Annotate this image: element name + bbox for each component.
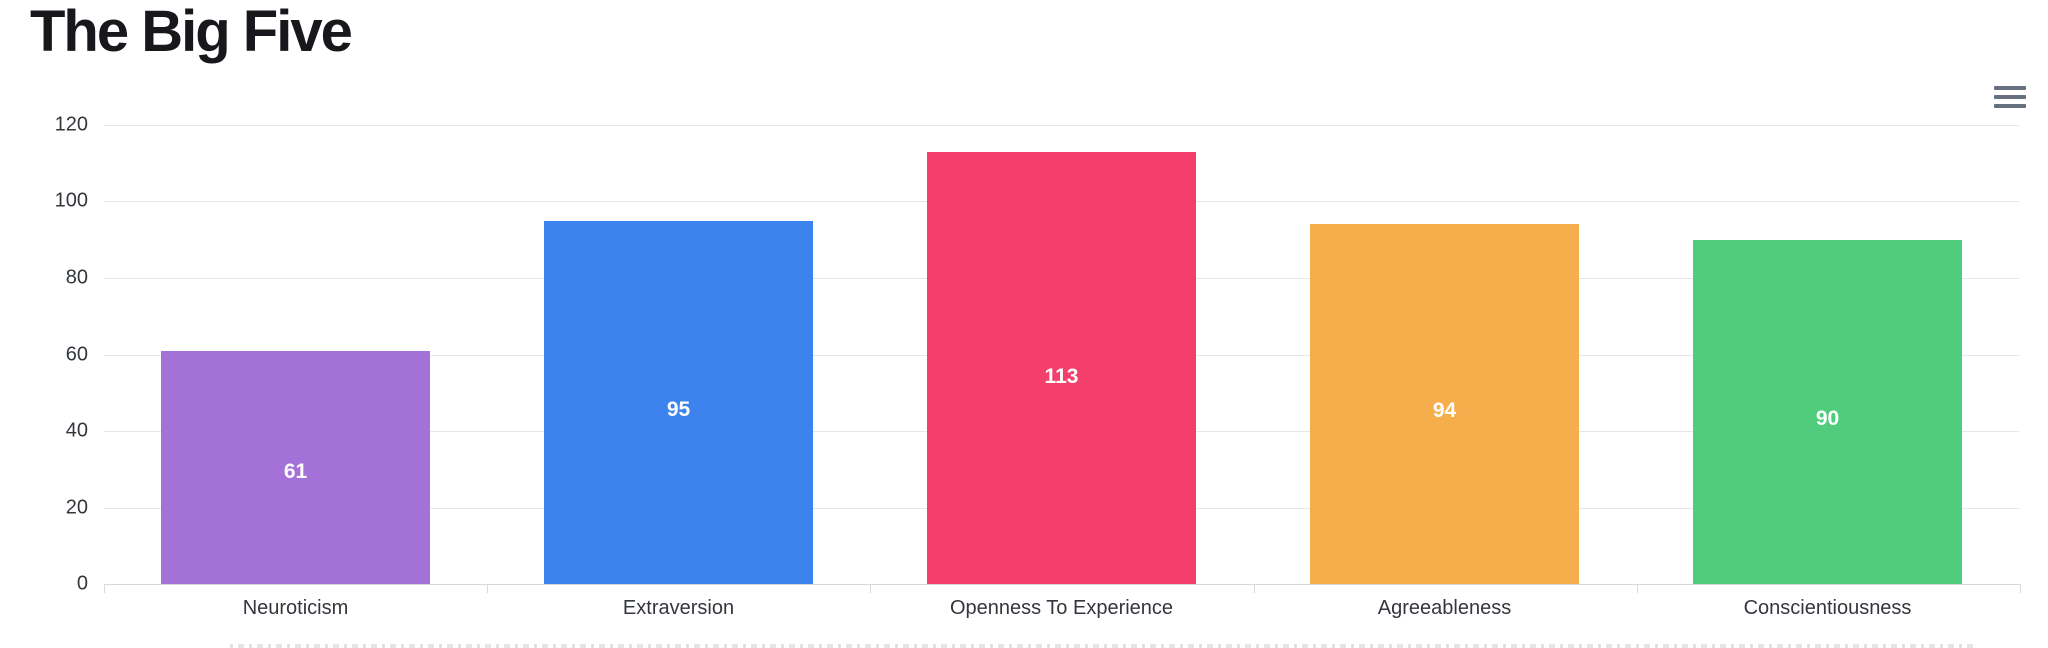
x-axis-labels: Neuroticism Extraversion Openness To Exper… [104, 597, 2019, 620]
bar-conscientiousness[interactable]: 90 [1693, 239, 1962, 584]
bar-slot: 61 [104, 125, 487, 584]
bar-value-label: 61 [283, 460, 308, 483]
x-axis-tick [487, 584, 489, 593]
y-axis: 0 20 40 60 80 100 120 [0, 114, 88, 595]
clipped-text-strip [230, 644, 1978, 648]
x-axis-tick [1253, 584, 1255, 593]
y-axis-label: 120 [54, 113, 88, 136]
x-axis-tick [104, 584, 105, 593]
x-axis-line [104, 584, 2021, 593]
bars-row: 61 95 113 94 90 [104, 125, 2019, 584]
bar-agreeableness[interactable]: 94 [1310, 224, 1579, 584]
bar-openness-to-experience[interactable]: 113 [927, 151, 1196, 584]
y-axis-label: 40 [65, 419, 88, 442]
x-axis-tick [2020, 584, 2021, 593]
x-axis-label: Conscientiousness [1743, 597, 1912, 619]
bar-neuroticism[interactable]: 61 [161, 350, 430, 584]
y-axis-label: 0 [76, 572, 88, 595]
chart-title: The Big Five [30, 0, 353, 64]
bar-slot: 94 [1253, 125, 1636, 584]
bar-value-label: 113 [1044, 364, 1079, 388]
x-axis-tick [1636, 584, 1638, 593]
y-axis-label: 20 [65, 496, 88, 518]
chart-context-menu-button[interactable] [1990, 80, 2030, 114]
x-axis-label: Extraversion [622, 597, 735, 619]
bar-slot: 95 [487, 125, 870, 584]
x-axis-label: Agreeableness [1377, 597, 1512, 619]
x-axis-label: Openness To Experience [949, 597, 1174, 619]
y-axis-label: 100 [54, 189, 88, 212]
x-axis-tick [870, 584, 872, 593]
x-axis-label: Neuroticism [242, 597, 349, 619]
bar-slot: 90 [1636, 125, 2019, 584]
bar-slot: 113 [870, 125, 1253, 584]
bar-value-label: 94 [1432, 399, 1457, 423]
grid-line [104, 125, 2019, 126]
bar-value-label: 90 [1815, 406, 1840, 430]
y-axis-label: 80 [65, 266, 88, 289]
bar-value-label: 95 [666, 397, 691, 421]
hamburger-icon [1994, 86, 2026, 108]
bar-extraversion[interactable]: 95 [544, 220, 813, 584]
plot-area: 61 95 113 94 90 [104, 125, 2019, 585]
y-axis-label: 60 [65, 343, 88, 365]
